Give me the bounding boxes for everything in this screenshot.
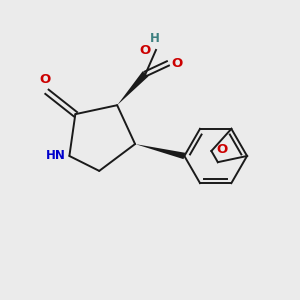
Text: O: O — [217, 143, 228, 156]
Text: O: O — [139, 44, 151, 57]
Text: H: H — [149, 32, 159, 45]
Text: O: O — [172, 57, 183, 70]
Text: HN: HN — [46, 149, 66, 162]
Text: O: O — [40, 74, 51, 86]
Polygon shape — [117, 71, 148, 105]
Polygon shape — [135, 144, 185, 159]
